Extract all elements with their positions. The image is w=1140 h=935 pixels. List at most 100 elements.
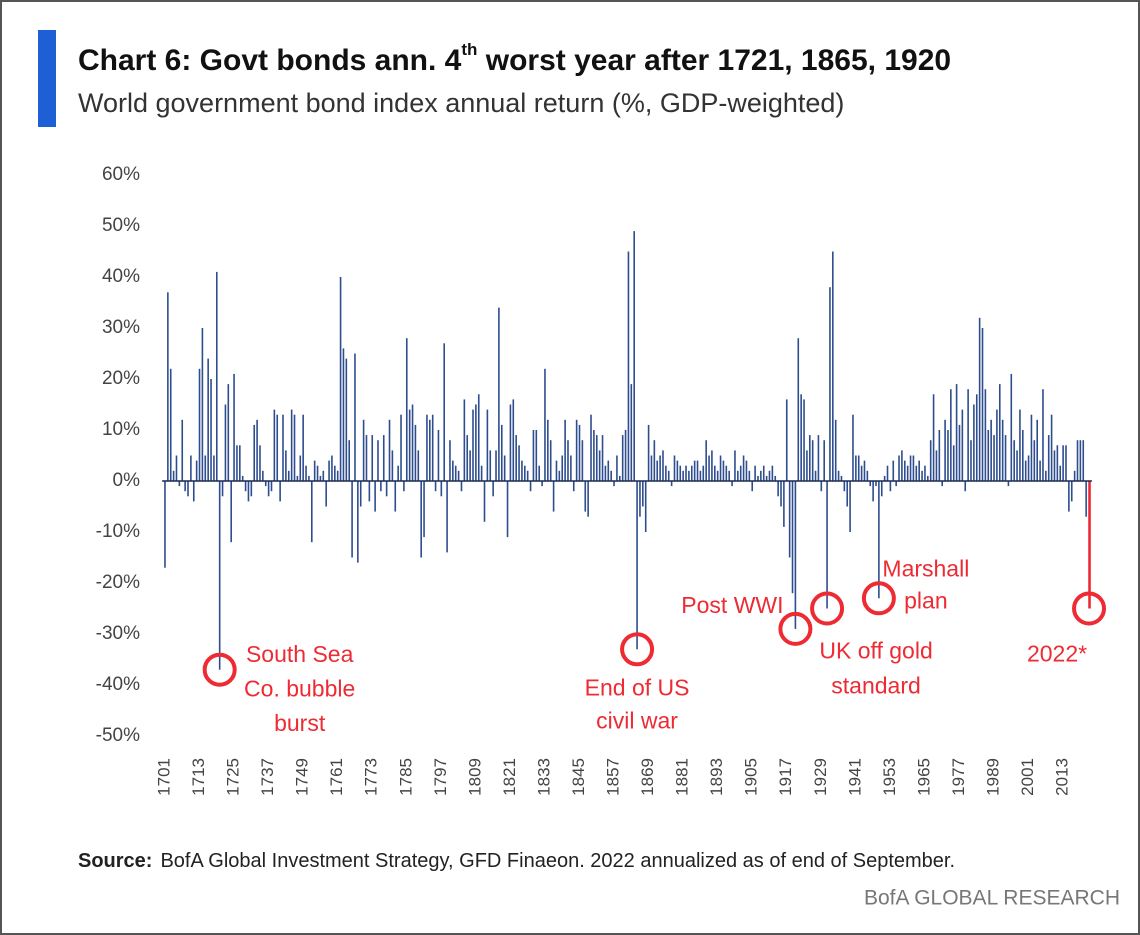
x-tick-label: 1809 (465, 758, 484, 796)
bar (682, 470, 684, 481)
bar (993, 435, 995, 481)
bar (509, 404, 512, 481)
bar (575, 419, 578, 481)
bar (1004, 435, 1007, 481)
bar (1050, 414, 1053, 481)
bar (737, 470, 739, 481)
bar (955, 384, 958, 481)
bar (215, 271, 218, 481)
bar (903, 460, 906, 481)
bar (685, 465, 687, 481)
bar (636, 481, 638, 650)
bar (869, 481, 872, 487)
bar (1059, 465, 1062, 481)
x-tick-label: 1821 (500, 758, 519, 796)
bar (610, 470, 612, 481)
bar (480, 465, 483, 481)
x-tick-label: 1749 (293, 758, 312, 796)
bar (981, 328, 984, 481)
x-tick-label: 1785 (396, 758, 415, 796)
bar (987, 430, 990, 481)
bar (411, 404, 414, 481)
bar (941, 481, 944, 487)
bar (420, 481, 422, 558)
bar (906, 465, 909, 481)
bar (434, 481, 437, 492)
bar (944, 419, 946, 481)
x-tick-label: 1761 (327, 758, 346, 796)
bar (984, 389, 987, 481)
bar (500, 424, 503, 481)
x-tick-label: 1917 (776, 758, 795, 796)
bar (503, 455, 506, 481)
bar (348, 440, 351, 481)
bar (814, 470, 817, 481)
bar (1042, 389, 1044, 481)
bar (811, 440, 814, 481)
bar (1030, 414, 1033, 481)
bar (175, 455, 178, 481)
annotation-text: civil war (596, 707, 678, 733)
bar (408, 409, 411, 481)
bar (855, 455, 857, 481)
y-tick-label: 0% (113, 470, 141, 491)
x-tick-label: 1953 (880, 758, 899, 796)
bar (195, 460, 198, 481)
bar (524, 465, 526, 481)
bar (279, 481, 281, 502)
bar (794, 481, 797, 629)
bar (754, 465, 756, 481)
bar (169, 368, 172, 481)
bar (498, 307, 500, 481)
bar (1045, 470, 1047, 481)
bar (325, 481, 327, 507)
bar (466, 435, 469, 481)
bar (561, 455, 564, 481)
bar (443, 343, 446, 481)
bar (357, 481, 359, 563)
bar (734, 450, 736, 481)
bar (377, 440, 379, 481)
bar (863, 460, 866, 481)
x-tick-label: 1881 (673, 758, 692, 796)
y-tick-label: 50% (102, 215, 140, 236)
bar (167, 292, 169, 481)
bar (518, 445, 520, 481)
bar (947, 430, 949, 481)
bar (667, 470, 670, 481)
bar (414, 424, 417, 481)
bar (895, 481, 897, 487)
bar (1033, 440, 1036, 481)
bar (785, 399, 788, 481)
x-tick-label: 1737 (258, 758, 277, 796)
title-part: Chart 6: Govt bonds ann. 4 (78, 44, 462, 77)
bar (184, 481, 186, 492)
bar (866, 470, 869, 481)
annotation-text: burst (274, 710, 326, 736)
bar (970, 440, 972, 481)
annotation-circle (861, 581, 896, 616)
x-tick-label: 1905 (742, 758, 761, 796)
bar (624, 430, 627, 481)
bar (639, 481, 641, 517)
bar (742, 455, 745, 481)
x-tick-label: 1701 (154, 758, 173, 796)
x-tick-label: 1965 (914, 758, 933, 796)
bar (362, 419, 365, 481)
bar (777, 481, 779, 497)
bar (950, 389, 952, 481)
bar (403, 481, 405, 492)
bar (590, 414, 592, 481)
bar (339, 277, 342, 481)
annotation-text: 2022* (1027, 641, 1087, 667)
bar (483, 481, 486, 522)
bar (426, 414, 428, 481)
bar (791, 481, 794, 594)
bar (800, 394, 802, 481)
bar (996, 409, 998, 481)
bar (423, 481, 425, 538)
annotation-text: plan (904, 587, 947, 613)
bar (431, 414, 434, 481)
bar (1010, 373, 1013, 481)
bar (601, 435, 604, 481)
